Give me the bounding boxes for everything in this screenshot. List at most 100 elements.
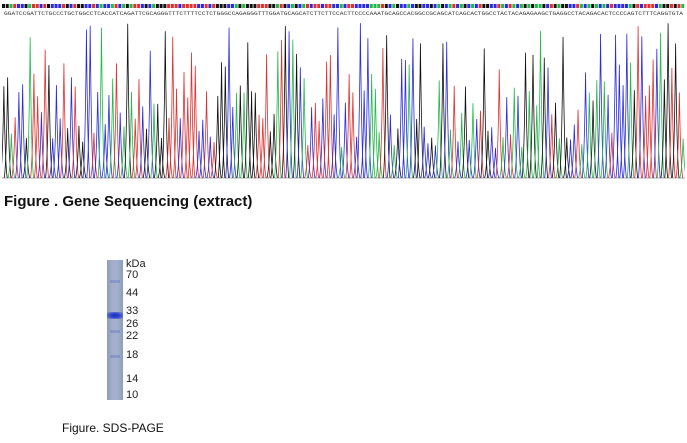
trace-peak [311, 102, 320, 179]
quality-segment [519, 4, 523, 8]
quality-segment [568, 4, 572, 8]
quality-segment [238, 4, 242, 8]
quality-segment [174, 4, 178, 8]
base-call-sequence: GGATCCGATTCTGCCCTGCTGGCCTCACCATCAGATTCGC… [4, 11, 684, 17]
quality-segment [493, 4, 497, 8]
trace-peak [491, 147, 500, 179]
quality-segment [28, 4, 32, 8]
trace-peak [394, 128, 402, 179]
quality-segment [62, 4, 66, 8]
quality-segment [459, 4, 463, 8]
trace-peak [93, 92, 102, 179]
trace-peak [619, 85, 627, 179]
quality-segment [84, 4, 88, 8]
trace-peak [210, 141, 218, 179]
quality-segment [429, 4, 433, 8]
quality-segment [411, 4, 415, 8]
quality-segment [362, 4, 366, 8]
trace-peak [401, 60, 410, 179]
trace-peak [285, 31, 293, 179]
quality-segment [242, 4, 246, 8]
trace-peak [67, 77, 76, 179]
quality-segment [583, 4, 587, 8]
quality-segment [20, 4, 24, 8]
quality-segment [77, 4, 81, 8]
trace-peak [641, 95, 650, 179]
trace-peak [442, 41, 451, 179]
trace-peak [206, 136, 215, 179]
quality-segment [403, 4, 407, 8]
quality-segment [317, 4, 321, 8]
quality-segment [159, 4, 163, 8]
trace-peak [251, 92, 260, 179]
trace-peak [105, 95, 113, 179]
quality-segment [230, 4, 234, 8]
quality-segment [647, 4, 651, 8]
quality-segment [73, 4, 77, 8]
quality-segment [103, 4, 107, 8]
quality-segment [441, 4, 445, 8]
quality-segment [358, 4, 362, 8]
quality-segment [486, 4, 490, 8]
trace-peak [319, 98, 327, 179]
quality-segment [313, 4, 317, 8]
quality-segment [534, 4, 538, 8]
trace-peak [232, 92, 241, 179]
trace-peak [11, 117, 19, 179]
trace-peak [495, 69, 504, 179]
quality-segment [662, 4, 666, 8]
quality-segment [227, 4, 231, 8]
quality-segment [437, 4, 441, 8]
marker-label-22: 22 [126, 330, 139, 342]
quality-segment [197, 4, 201, 8]
quality-segment [414, 4, 418, 8]
quality-segment [182, 4, 186, 8]
quality-segment [122, 4, 126, 8]
quality-segment [681, 4, 685, 8]
quality-segment [39, 4, 43, 8]
trace-peak [570, 124, 579, 179]
quality-segment [110, 4, 114, 8]
quality-segment [527, 4, 531, 8]
quality-segment [140, 4, 144, 8]
quality-segment [13, 4, 17, 8]
trace-peak [457, 112, 466, 179]
trace-peak [56, 118, 64, 179]
quality-segment [5, 4, 9, 8]
quality-segment [339, 4, 343, 8]
quality-segment [579, 4, 583, 8]
quality-segment [50, 4, 54, 8]
marker-label-33: 33 [126, 305, 139, 317]
quality-segment [208, 4, 212, 8]
quality-segment [636, 4, 640, 8]
trace-peak [585, 92, 594, 179]
quality-segment [223, 4, 227, 8]
quality-segment [576, 4, 580, 8]
trace-peak [593, 79, 601, 179]
trace-peak [566, 139, 575, 179]
quality-segment [234, 4, 238, 8]
quality-segment [384, 4, 388, 8]
quality-segment [35, 4, 39, 8]
quality-segment [471, 4, 475, 8]
trace-peak [431, 145, 440, 179]
quality-segment [549, 4, 553, 8]
trace-peak [660, 79, 669, 179]
quality-segment [170, 4, 174, 8]
trace-peak [596, 33, 605, 179]
quality-segment [287, 4, 291, 8]
quality-segment [669, 4, 673, 8]
trace-peak [379, 48, 387, 179]
quality-segment [324, 4, 328, 8]
quality-segment [516, 4, 520, 8]
trace-peak [563, 137, 571, 179]
quality-segment [553, 4, 557, 8]
quality-segment [137, 4, 141, 8]
protein-band [107, 312, 123, 319]
trace-peak [86, 25, 94, 179]
trace-peak [469, 103, 477, 179]
quality-segment [426, 4, 430, 8]
quality-segment [602, 4, 606, 8]
quality-segment [594, 4, 598, 8]
quality-segment [2, 4, 5, 8]
